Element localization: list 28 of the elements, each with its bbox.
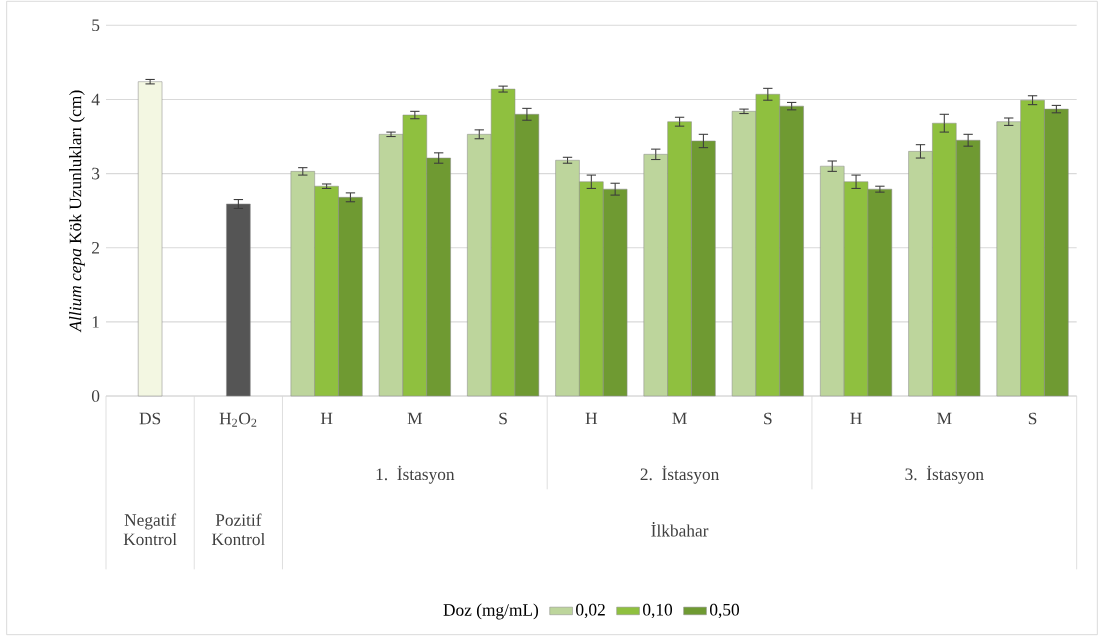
x-tick-label: H$_{2}$O$_{2}$ [219,412,257,427]
x-tick-label: M [937,412,952,425]
y-tick-label: 4 [91,93,100,106]
y-tick-label: 2 [92,241,100,254]
text: Negatif Kontrol [123,513,177,546]
x-tick-label: M [407,412,423,425]
text: 3. İstasyon [905,465,984,484]
text: 1. İstasyon [376,465,455,484]
text: İlkbahar [651,522,709,537]
legend-title: Doz (mg/mL) [443,603,539,620]
x-tick-label: S [499,412,507,425]
y-tick-label: 0 [91,390,100,402]
x-tick-label: DS [139,412,161,425]
y-tick-label: 3 [92,167,100,180]
y-tick-label: 1 [92,316,99,328]
x-tick-label: H [585,412,598,425]
x-tick-label: H [850,412,862,425]
text: Pozitif Kontrol [211,513,265,546]
text: 2. İstasyon [640,465,720,484]
x-tick-label: H [320,412,333,425]
legend-label: 0,02 [576,603,605,619]
legend-label: 0,50 [710,603,740,619]
x-tick-label: S [764,412,772,425]
y-tick-label: 5 [92,19,100,32]
y-axis-title: Allium cepa Kök Uzunlukları (cm) [69,90,85,333]
legend-label: 0,10 [643,603,673,619]
x-tick-label: S [1028,412,1037,425]
x-tick-label: M [672,412,687,425]
